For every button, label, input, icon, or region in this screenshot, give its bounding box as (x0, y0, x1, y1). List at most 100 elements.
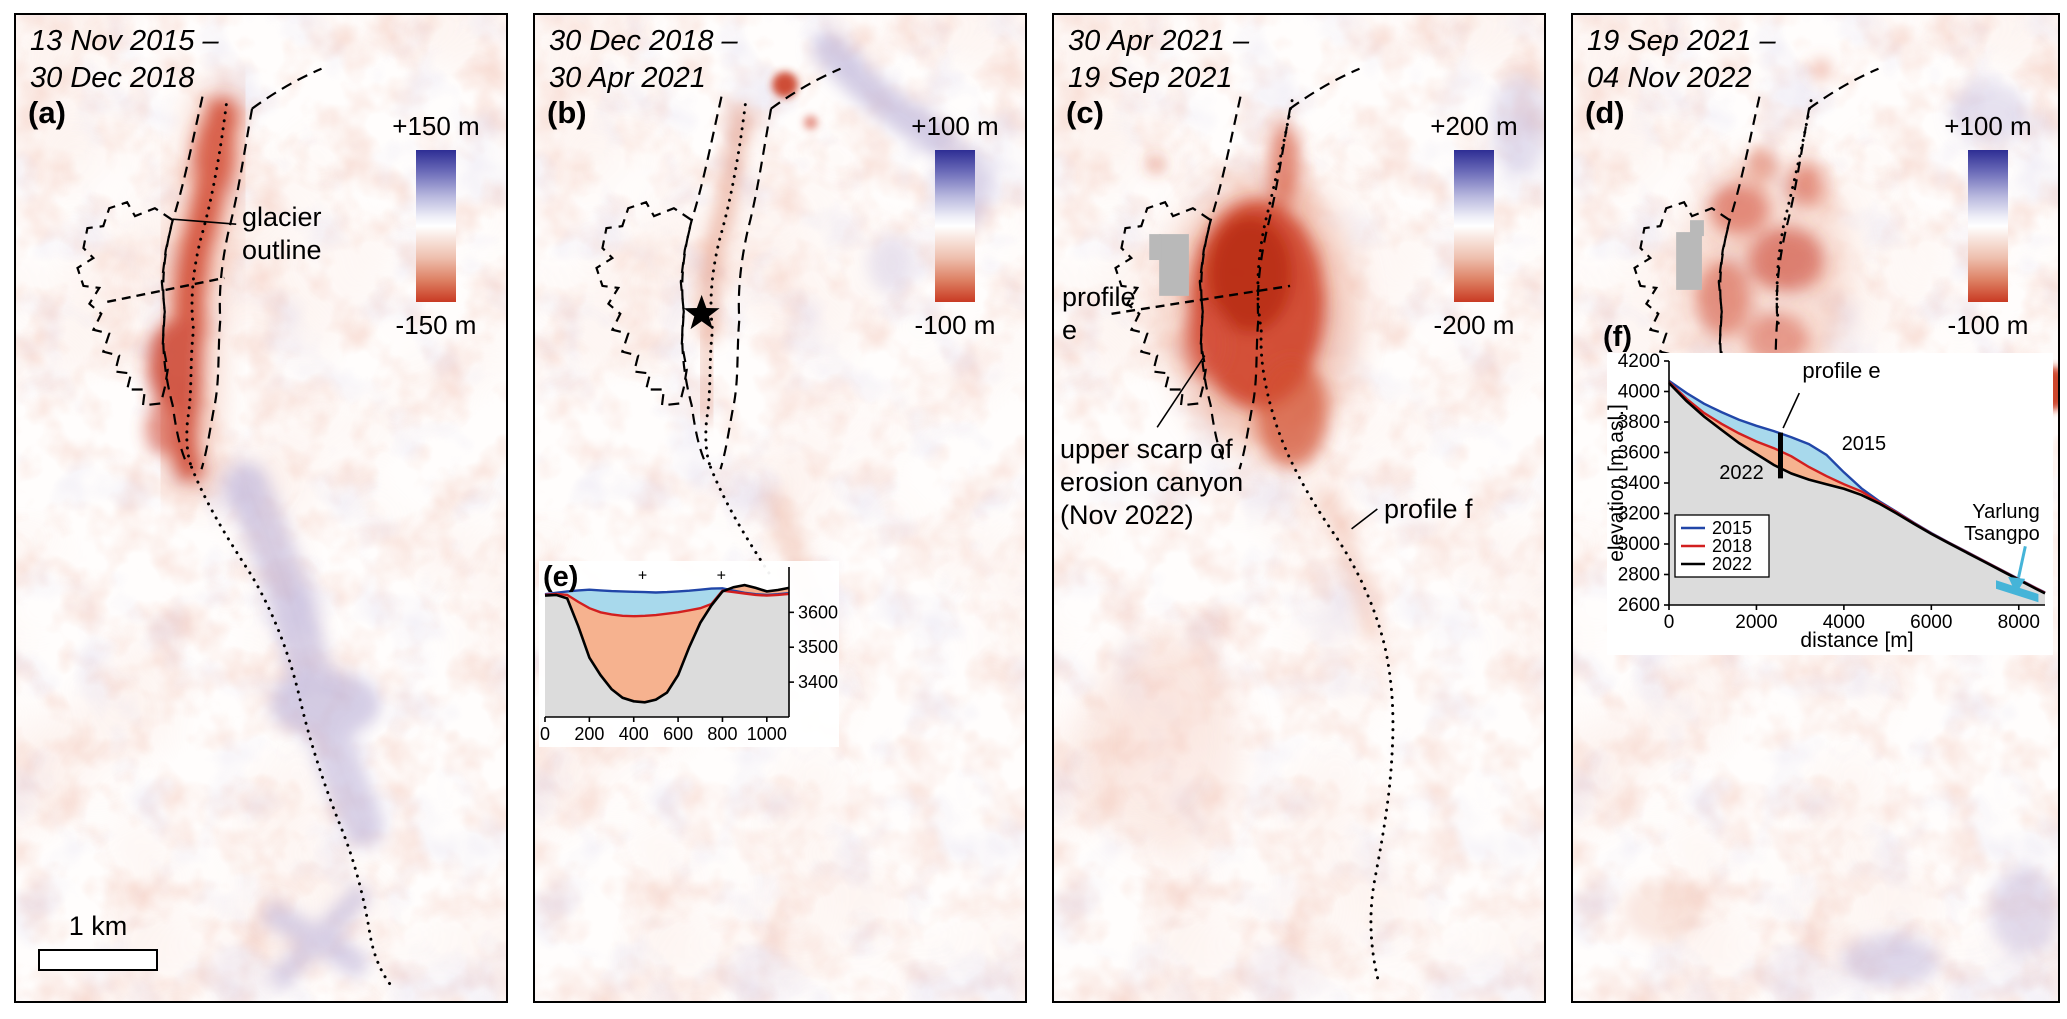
date-range: 30 Apr 2021 – 19 Sep 2021 (1068, 23, 1249, 97)
cross-section-chart-e: 0 200 400 600 800 1000 3400 3500 3600 + + (540, 567, 838, 744)
colorbar: +150 m -150 m (384, 111, 488, 341)
svg-text:2022: 2022 (1712, 554, 1752, 574)
profile-e-line-dashed (1111, 284, 1291, 315)
svg-text:4000: 4000 (1823, 612, 1865, 633)
colorbar: +100 m -100 m (1936, 111, 2040, 341)
flowline-dotted-lower (190, 465, 396, 991)
thickening-band (224, 461, 385, 991)
colorbar-gradient (416, 150, 456, 302)
colorbar-max-label: +100 m (911, 111, 999, 141)
flowline-dotted (704, 103, 747, 469)
thinning-band (144, 97, 238, 482)
colorbar-gradient (935, 150, 975, 302)
date-range: 19 Sep 2021 – 04 Nov 2022 (1587, 23, 1776, 97)
profile-f-leader (1351, 508, 1378, 530)
profile-f-line-dotted (1256, 99, 1395, 983)
svg-text:distance [m]: distance [m] (1800, 629, 1913, 652)
date-line-2: 30 Apr 2021 (549, 62, 706, 94)
inset-chart-e: 0 200 400 600 800 1000 3400 3500 3600 + + (e) (539, 561, 839, 747)
glacier-outline-dashed (76, 67, 322, 470)
colorbar-min-label: -100 m (1947, 310, 2029, 340)
svg-text:+: + (717, 567, 726, 584)
date-line-2: 04 Nov 2022 (1587, 62, 1752, 94)
panel-letter: (c) (1066, 95, 1104, 130)
scalebar-label: 1 km (68, 911, 128, 941)
profile-line-dashed (107, 276, 225, 304)
svg-text:8000: 8000 (1998, 612, 2040, 633)
svg-text:2015: 2015 (1712, 518, 1752, 538)
panel-letter: (d) (1585, 95, 1625, 130)
erosion-patches (1622, 59, 2058, 988)
date-range: 13 Nov 2015 – 30 Dec 2018 (30, 23, 219, 97)
panel-letter: (b) (547, 95, 587, 130)
glacier-outline-annotation: glacier outline (242, 202, 322, 265)
colorbar: +200 m -200 m (1422, 111, 1526, 341)
svg-text:800: 800 (707, 724, 737, 744)
svg-text:3600: 3600 (798, 602, 838, 622)
glacier-outline-dashed (1114, 67, 1360, 470)
date-line-1: 19 Sep 2021 – (1587, 25, 1776, 57)
data-gap-patch (1149, 234, 1189, 296)
panel-a: 13 Nov 2015 – 30 Dec 2018 (a) +150 m -15… (14, 13, 508, 1003)
scarp-leader (1156, 355, 1206, 428)
date-line-1: 30 Dec 2018 – (549, 25, 738, 57)
svg-text:4000: 4000 (1618, 382, 1660, 403)
glacier-outline-leader (172, 218, 237, 225)
scalebar: 1 km (38, 911, 158, 971)
date-range: 30 Dec 2018 – 30 Apr 2021 (549, 23, 738, 97)
svg-text:6000: 6000 (1910, 612, 1952, 633)
scarp-annotation: upper scarp of erosion canyon (Nov 2022) (1060, 434, 1244, 530)
panel-letter: (a) (28, 95, 66, 130)
svg-text:elevation [m asl.]: elevation [m asl.] (1607, 404, 1628, 562)
flowline-dotted (1775, 99, 1813, 326)
profile-f-annotation: profile f (1384, 494, 1473, 524)
star-marker (683, 294, 720, 330)
data-gap-patch (1676, 220, 1704, 290)
profile-e-annotation: profile e (1062, 282, 1136, 345)
svg-text:3400: 3400 (1618, 473, 1660, 494)
panel-d: 19 Sep 2021 – 04 Nov 2022 (d) +100 m -10… (1571, 13, 2060, 1003)
glacier-outline-dashed (595, 67, 841, 470)
svg-text:0: 0 (1664, 612, 1675, 633)
svg-text:3600: 3600 (1618, 443, 1660, 464)
svg-text:0: 0 (540, 724, 550, 744)
svg-text:200: 200 (574, 724, 604, 744)
colorbar: +100 m -100 m (903, 111, 1007, 341)
scalebar-bar (38, 949, 158, 971)
flowline-dotted (185, 103, 228, 469)
svg-text:profile e: profile e (1802, 358, 1880, 383)
svg-text:2022: 2022 (1719, 462, 1764, 484)
panel-c: 30 Apr 2021 – 19 Sep 2021 (c) +200 m -20… (1052, 13, 1546, 1003)
svg-text:3200: 3200 (1618, 504, 1660, 525)
svg-text:3400: 3400 (798, 672, 838, 692)
svg-text:2600: 2600 (1618, 595, 1660, 616)
date-line-2: 30 Dec 2018 (30, 62, 195, 94)
svg-text:3000: 3000 (1618, 534, 1660, 555)
svg-text:3500: 3500 (798, 637, 838, 657)
date-line-1: 30 Apr 2021 – (1068, 25, 1250, 57)
inset-e-letter: (e) (543, 561, 579, 593)
colorbar-gradient (1968, 150, 2008, 302)
colorbar-max-label: +200 m (1430, 111, 1518, 141)
svg-text:2018: 2018 (1712, 536, 1752, 556)
inset-f-letter: (f) (1603, 321, 1632, 353)
svg-text:2000: 2000 (1735, 612, 1777, 633)
panel-b: 30 Dec 2018 – 30 Apr 2021 (b) +100 m -10… (533, 13, 1027, 1003)
svg-text:1000: 1000 (747, 724, 787, 744)
colorbar-max-label: +150 m (392, 111, 480, 141)
date-line-2: 19 Sep 2021 (1068, 62, 1233, 94)
colorbar-min-label: -150 m (395, 310, 477, 340)
svg-text:400: 400 (619, 724, 649, 744)
svg-text:2800: 2800 (1618, 565, 1660, 586)
svg-text:4200: 4200 (1618, 353, 1660, 372)
colorbar-gradient (1454, 150, 1494, 302)
svg-text:3800: 3800 (1618, 412, 1660, 433)
date-line-1: 13 Nov 2015 – (30, 25, 219, 57)
svg-text:600: 600 (663, 724, 693, 744)
colorbar-min-label: -100 m (914, 310, 996, 340)
longitudinal-profile-chart-f: 0 2000 4000 6000 8000 2600 2800 3000 3200 3400 360… (1605, 351, 2046, 652)
inset-chart-f: 0 2000 4000 6000 8000 2600 2800 3000 3200 3400 360… (1605, 351, 2053, 655)
colorbar-min-label: -200 m (1433, 310, 1515, 340)
